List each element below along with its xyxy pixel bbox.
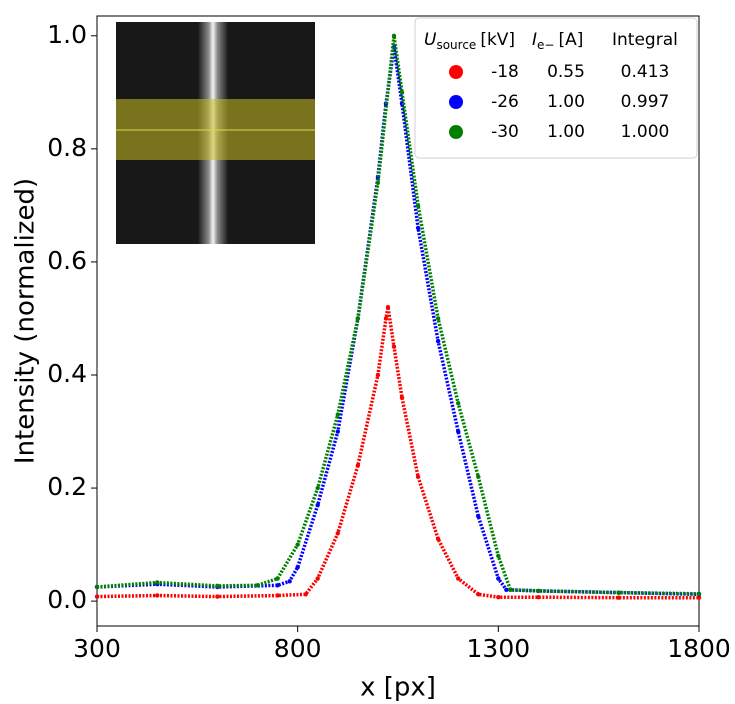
data-point: [355, 316, 361, 321]
data-point: [415, 225, 421, 231]
marks: [94, 33, 702, 600]
data-point: [295, 542, 300, 547]
data-point: [391, 344, 397, 349]
legend-label: -30: [491, 122, 519, 142]
data-point: [504, 587, 509, 593]
data-point: [315, 502, 320, 508]
data-point: [303, 592, 308, 597]
data-point: [616, 595, 621, 600]
data-point: [456, 429, 461, 434]
legend-integral: 0.997: [621, 92, 670, 112]
legend-header: Ie− [A]: [532, 30, 583, 52]
x-tick-label: 1800: [667, 634, 731, 663]
legend-header: Usource [kV]: [424, 30, 515, 52]
legend-current: 0.55: [547, 62, 585, 82]
data-point: [255, 583, 260, 588]
data-point: [94, 584, 100, 590]
y-tick-label: 0.4: [47, 359, 87, 388]
data-point: [385, 304, 391, 310]
legend-subscript: source: [436, 38, 476, 52]
legend-integral: 0.413: [621, 62, 670, 82]
data-point: [415, 203, 421, 208]
data-point: [375, 180, 381, 185]
data-point: [275, 576, 280, 581]
data-point: [155, 593, 160, 598]
data-point: [496, 553, 501, 559]
data-point: [215, 594, 220, 599]
data-point: [335, 531, 340, 536]
data-point: [391, 33, 397, 38]
data-point: [536, 594, 541, 600]
legend-symbol: I: [532, 30, 537, 50]
legend-marker: [449, 65, 463, 79]
data-point: [215, 583, 220, 589]
data-point: [275, 583, 280, 588]
y-tick-label: 0.0: [47, 585, 87, 614]
data-point: [335, 412, 340, 417]
data-point: [287, 579, 292, 584]
data-point: [456, 576, 461, 581]
data-point: [456, 401, 461, 406]
legend-current: 1.00: [547, 122, 585, 142]
y-tick-label: 1.0: [47, 20, 87, 49]
data-point: [315, 576, 320, 581]
y-tick-label: 0.2: [47, 472, 87, 501]
x-tick-label: 800: [274, 634, 322, 663]
data-point: [275, 593, 280, 598]
data-point: [435, 316, 441, 321]
y-axis-label: Intensity (normalized): [11, 178, 41, 464]
data-point: [536, 588, 541, 594]
x-tick-label: 1300: [467, 634, 531, 663]
data-point: [155, 580, 160, 585]
data-point: [696, 595, 702, 600]
x-tick-label: 300: [73, 634, 121, 663]
data-point: [476, 514, 481, 519]
data-point: [355, 463, 361, 468]
legend-integral: 1.000: [621, 122, 670, 142]
data-point: [399, 395, 405, 400]
data-point: [476, 592, 481, 597]
legend-label: -26: [491, 92, 519, 112]
legend-marker: [449, 125, 463, 139]
data-point: [295, 565, 300, 570]
data-point: [315, 485, 320, 491]
legend-unit: [A]: [558, 30, 583, 50]
legend-current: 1.00: [547, 92, 585, 112]
data-point: [435, 536, 441, 542]
legend: Usource [kV] Ie− [A] Integral -18 0.55 0.413…: [414, 17, 698, 159]
y-tick-label: 0.6: [47, 246, 87, 275]
x-axis-label: x [px]: [360, 673, 436, 703]
data-point: [94, 594, 100, 599]
legend-header: Integral: [612, 30, 678, 50]
data-point: [415, 474, 421, 479]
data-point: [383, 316, 389, 321]
data-point: [399, 90, 405, 95]
series-line: [96, 306, 699, 600]
inset-image: [116, 22, 315, 244]
data-point: [496, 594, 501, 600]
data-point: [335, 429, 340, 434]
y-tick-label: 0.8: [47, 133, 87, 162]
data-point: [496, 576, 501, 581]
data-point: [375, 372, 381, 378]
data-point: [435, 338, 441, 344]
series-line: [96, 35, 700, 596]
legend-unit: [kV]: [480, 30, 515, 50]
data-point: [696, 591, 702, 596]
legend-label: -18: [491, 62, 519, 82]
data-point: [476, 474, 481, 479]
legend-subscript: e−: [537, 38, 554, 52]
data-point: [616, 590, 621, 595]
data-point: [508, 587, 513, 593]
legend-symbol: U: [424, 30, 437, 50]
legend-marker: [449, 95, 463, 109]
